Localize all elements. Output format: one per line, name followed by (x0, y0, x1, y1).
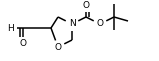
Text: O: O (55, 43, 62, 51)
Text: O: O (83, 0, 90, 10)
Text: O: O (97, 20, 104, 28)
Text: N: N (69, 20, 75, 28)
Text: O: O (20, 40, 27, 48)
Text: H: H (7, 23, 13, 33)
